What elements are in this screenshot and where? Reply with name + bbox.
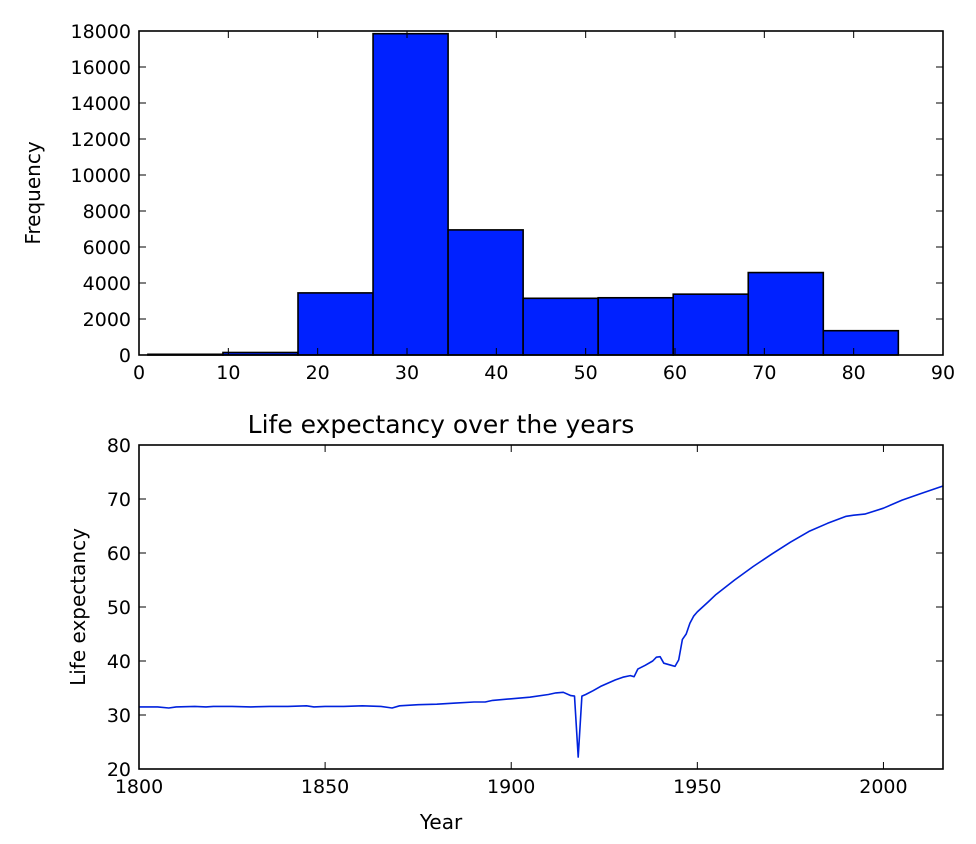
histogram-chart: 0 10 20 30 40 50 60 70 80 90 0 2000 4000 6000 8000 100…: [21, 21, 955, 384]
line-y-axis-label: Life expectancy: [66, 528, 90, 686]
line-y-tick-label: 20: [107, 759, 131, 781]
histogram-x-tick-label: 90: [931, 362, 955, 384]
histogram-bar: [372, 32, 449, 356]
histogram-x-tick-label: 80: [842, 362, 866, 384]
line-x-tick-label: 1950: [673, 776, 721, 798]
line-y-tick-label: 60: [107, 543, 131, 565]
line-y-axis: 20 30 40 50 60 70 80: [107, 435, 943, 781]
histogram-y-tick-label: 10000: [71, 165, 131, 187]
histogram-x-tick-label: 50: [574, 362, 598, 384]
line-y-tick-label: 80: [107, 435, 131, 457]
line-series-group: [139, 485, 944, 758]
histogram-y-axis-label: Frequency: [21, 141, 45, 244]
histogram-x-tick-label: 10: [216, 362, 240, 384]
histogram-bar: [297, 292, 374, 356]
histogram-bars: [147, 32, 900, 356]
life-expectancy-line-chart: 1800 1850 1900 1950 2000 20 30 40 50 60 70 80 Life…: [66, 410, 944, 834]
histogram-x-tick-label: 60: [663, 362, 687, 384]
line-y-tick-label: 70: [107, 489, 131, 511]
histogram-x-tick-label: 70: [752, 362, 776, 384]
histogram-y-tick-label: 8000: [83, 201, 131, 223]
histogram-bar: [597, 296, 675, 356]
histogram-x-tick-label: 0: [133, 362, 145, 384]
line-x-axis: 1800 1850 1900 1950 2000: [115, 445, 908, 798]
histogram-x-tick-label: 40: [484, 362, 508, 384]
line-y-tick-label: 50: [107, 597, 131, 619]
line-x-tick-label: 2000: [859, 776, 907, 798]
histogram-y-tick-label: 6000: [83, 237, 131, 259]
histogram-y-tick-label: 4000: [83, 273, 131, 295]
line-x-tick-label: 1800: [115, 776, 163, 798]
histogram-y-axis: 0 2000 4000 6000 8000 10000 12000 14000 16000 180…: [71, 21, 943, 367]
histogram-bar: [447, 229, 524, 356]
histogram-bar: [672, 293, 750, 356]
histogram-y-tick-label: 18000: [71, 21, 131, 43]
histogram-x-tick-label: 30: [395, 362, 419, 384]
histogram-y-tick-label: 14000: [71, 93, 131, 115]
line-y-tick-label: 40: [107, 651, 131, 673]
line-x-axis-label: Year: [419, 810, 463, 834]
histogram-y-tick-label: 16000: [71, 57, 131, 79]
histogram-bar: [522, 297, 599, 356]
line-plot-frame: [138, 444, 944, 770]
histogram-x-tick-label: 20: [306, 362, 330, 384]
line-chart-title: Life expectancy over the years: [248, 410, 635, 439]
histogram-x-axis: 0 10 20 30 40 50 60 70 80 90: [133, 31, 955, 384]
histogram-y-tick-label: 0: [119, 345, 131, 367]
histogram-y-tick-label: 12000: [71, 129, 131, 151]
life-expectancy-line: [139, 485, 944, 758]
histogram-y-tick-label: 2000: [83, 309, 131, 331]
line-y-tick-label: 30: [107, 705, 131, 727]
histogram-plot-frame: [138, 30, 944, 356]
line-x-tick-label: 1900: [487, 776, 535, 798]
line-x-tick-label: 1850: [301, 776, 349, 798]
histogram-bar: [822, 329, 900, 356]
histogram-bar: [747, 271, 825, 356]
